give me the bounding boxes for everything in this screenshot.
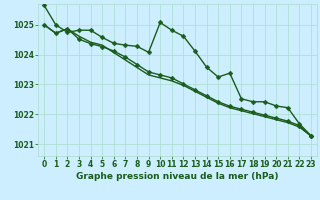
X-axis label: Graphe pression niveau de la mer (hPa): Graphe pression niveau de la mer (hPa): [76, 172, 279, 181]
